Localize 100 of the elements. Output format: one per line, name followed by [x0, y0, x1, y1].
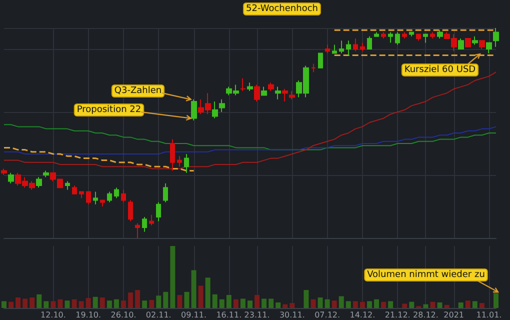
x-tick-label: 21.12.	[384, 310, 410, 320]
candlestick	[107, 191, 112, 203]
bar	[50, 301, 56, 308]
bar	[310, 299, 316, 308]
candlestick	[142, 216, 147, 232]
candlestick	[43, 170, 49, 178]
bar	[120, 300, 126, 308]
candlestick	[402, 32, 407, 39]
candlestick	[128, 200, 133, 222]
bar	[170, 246, 176, 308]
candlestick	[135, 222, 140, 238]
candlestick	[367, 36, 372, 50]
annotation: Proposition 22	[76, 105, 142, 115]
candlestick	[423, 34, 428, 44]
candlestick	[212, 101, 218, 119]
bar	[254, 294, 260, 308]
candlestick	[381, 32, 386, 39]
bar	[360, 302, 365, 308]
bar	[92, 296, 98, 308]
bar	[16, 297, 21, 308]
candlestick	[437, 30, 443, 39]
candlestick	[282, 88, 288, 102]
candlestick	[191, 98, 197, 121]
bar	[149, 300, 154, 308]
bar	[479, 303, 484, 308]
candlestick	[465, 38, 471, 48]
bar	[212, 294, 218, 308]
candlestick	[332, 44, 337, 54]
candlestick	[275, 86, 281, 100]
bar	[465, 300, 470, 308]
candlestick	[374, 32, 379, 37]
candlestick	[36, 176, 42, 188]
bar	[177, 294, 182, 308]
bar	[36, 294, 42, 308]
bar	[437, 302, 442, 308]
candlestick	[479, 40, 485, 50]
x-tick-label: 23.11.	[244, 310, 270, 320]
bar	[142, 300, 148, 308]
bar	[114, 299, 119, 308]
bar	[402, 304, 408, 308]
annotation: Q3-Zahlen	[114, 86, 162, 96]
candlestick	[121, 189, 126, 203]
annotation: Kursziel 60 USD	[404, 65, 476, 75]
candlestick	[395, 32, 400, 46]
candlestick	[458, 38, 464, 50]
candlestick	[325, 44, 330, 54]
bar	[8, 302, 14, 308]
bar	[352, 301, 358, 308]
bar	[423, 304, 428, 308]
x-tick-label: 30.11.	[279, 310, 305, 320]
bar	[409, 302, 414, 308]
candlestick	[416, 34, 421, 42]
bar	[248, 300, 252, 308]
x-tick-label: 02.11.	[146, 310, 172, 320]
bar	[472, 301, 478, 308]
bar	[366, 301, 372, 308]
bar	[100, 297, 105, 308]
bar	[276, 302, 281, 308]
x-tick-label: 2021	[444, 310, 464, 320]
candlestick	[339, 40, 344, 54]
annotation: Volumen nimmt wieder zu	[367, 270, 485, 280]
bar	[78, 301, 84, 308]
bar	[184, 292, 190, 308]
candlestick	[311, 63, 316, 73]
x-tick-label: 12.10.	[40, 310, 66, 320]
bar	[30, 297, 35, 308]
bar	[318, 297, 323, 308]
x-tick-label: 09.11.	[181, 310, 206, 320]
bar	[374, 299, 380, 308]
bar	[64, 300, 70, 308]
text: 52-Wochenhoch	[246, 4, 318, 14]
bar	[198, 286, 204, 308]
bar	[338, 296, 344, 308]
x-tick-label: 19.10.	[76, 310, 102, 320]
bar	[156, 296, 162, 308]
candlestick	[486, 42, 492, 54]
bar	[205, 278, 210, 308]
bar	[22, 298, 28, 308]
candlestick	[177, 156, 182, 168]
bar	[262, 298, 267, 308]
bar	[219, 299, 224, 308]
bar	[304, 290, 309, 308]
candlestick	[346, 40, 351, 56]
candlestick	[156, 202, 161, 222]
bar	[282, 304, 288, 308]
bar	[2, 301, 6, 308]
x-tick-label: 16.11.	[216, 310, 242, 320]
bar	[388, 301, 394, 308]
bar	[163, 292, 168, 308]
candlestick	[430, 32, 435, 39]
candlestick	[114, 187, 119, 199]
candlestick	[254, 84, 260, 102]
candlestick	[247, 82, 253, 92]
bar	[494, 293, 498, 308]
candlestick	[472, 36, 478, 46]
candlestick	[318, 52, 323, 68]
bar	[324, 299, 330, 308]
bar	[290, 303, 295, 308]
candlestick	[493, 28, 499, 48]
bar	[332, 300, 337, 308]
